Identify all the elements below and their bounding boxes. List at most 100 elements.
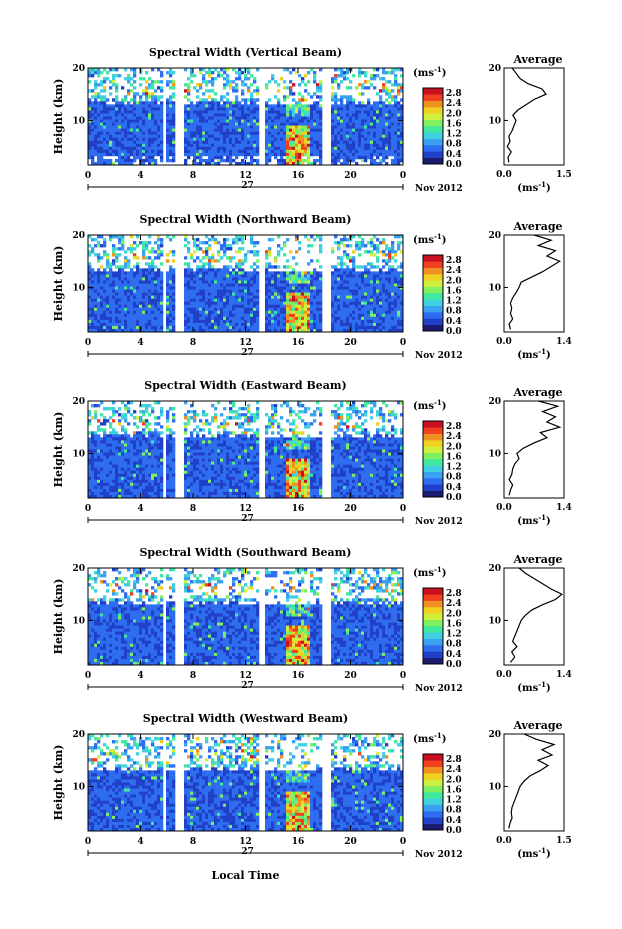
- month-label: Nov 2012: [415, 684, 463, 694]
- colorbar-unit-exp: -1: [434, 565, 442, 574]
- average-profile-line: [508, 234, 562, 330]
- average-unit-base: (ms: [517, 183, 538, 194]
- colorbar-swatch: [423, 427, 443, 434]
- average-y-tick-label: 10: [488, 616, 501, 626]
- average-unit: (ms-1): [517, 513, 550, 527]
- colorbar-tick-label: 0.8: [446, 806, 462, 816]
- colorbar-tick-label: 2.0: [446, 609, 462, 619]
- colorbar-tick-label: 2.8: [446, 89, 462, 99]
- colorbar-swatch: [423, 785, 443, 793]
- colorbar-unit: (ms-1): [413, 731, 446, 745]
- colorbar-swatch: [423, 465, 443, 472]
- average-profile-line: [506, 67, 547, 163]
- colorbar-swatch: [423, 94, 443, 101]
- x-tick-label: 4: [137, 171, 143, 181]
- colorbar-swatch: [423, 107, 443, 114]
- average-unit-close: ): [546, 183, 551, 194]
- colorbar-tick-label: 2.4: [446, 765, 462, 775]
- x-tick-label: 16: [292, 338, 305, 348]
- colorbar-swatch: [423, 126, 443, 133]
- x-tick-label: 16: [292, 671, 305, 681]
- average-y-tick-label: 20: [488, 730, 501, 740]
- colorbar-tick-label: 1.2: [446, 297, 462, 307]
- y-tick-label: 10: [72, 116, 85, 126]
- panel-3: Spectral Width (Southward Beam) 10 20 Heigh…: [52, 546, 572, 694]
- colorbar-swatch: [423, 145, 443, 152]
- colorbar-swatch: [423, 478, 443, 485]
- colorbar-swatch: [423, 766, 443, 774]
- average-profile-line: [509, 567, 564, 663]
- x-tick-label: 4: [137, 504, 143, 514]
- colorbar-tick-label: 2.8: [446, 422, 462, 432]
- colorbar-swatch: [423, 645, 443, 652]
- average-unit-base: (ms: [517, 516, 538, 527]
- panel-title: Spectral Width (Northward Beam): [140, 213, 352, 226]
- average-unit-exp: -1: [538, 846, 546, 855]
- y-axis-label: Height (km): [52, 745, 65, 821]
- x-tick-label: 4: [137, 338, 143, 348]
- colorbar-swatch: [423, 798, 443, 805]
- date-label: 27: [241, 681, 254, 691]
- y-axis-label: Height (km): [52, 579, 65, 655]
- average-unit-base: (ms: [517, 683, 538, 694]
- colorbar-tick-label: 2.0: [446, 775, 462, 785]
- average-y-tick-label: 20: [488, 397, 501, 407]
- colorbar-swatch: [423, 138, 443, 146]
- colorbar-swatch: [423, 293, 443, 300]
- x-tick-label: 4: [137, 837, 143, 847]
- colorbar-tick-label: 2.8: [446, 755, 462, 765]
- colorbar-swatch: [423, 151, 443, 158]
- x-tick-label: 8: [190, 504, 196, 514]
- x-tick-label: 16: [292, 171, 305, 181]
- colorbar-swatch: [423, 638, 443, 646]
- colorbar-swatch: [423, 446, 443, 453]
- average-x-tick-label: 0.0: [496, 170, 512, 180]
- colorbar-swatch: [423, 760, 443, 767]
- colorbar: (ms-1)2.82.42.01.61.20.80.40.0: [413, 565, 462, 670]
- colorbar-tick-label: 1.2: [446, 130, 462, 140]
- x-tick-label: 4: [137, 671, 143, 681]
- x-tick-label: 16: [292, 504, 305, 514]
- colorbar-tick-label: 0.0: [446, 493, 462, 503]
- colorbar-tick-label: 0.8: [446, 473, 462, 483]
- average-unit-exp: -1: [538, 347, 546, 356]
- colorbar-swatch: [423, 817, 443, 824]
- colorbar-swatch: [423, 754, 443, 761]
- average-title: Average: [512, 553, 562, 566]
- colorbar-swatch: [423, 657, 443, 665]
- colorbar-unit-close: ): [442, 734, 447, 745]
- average-x-tick-label: 1.5: [556, 836, 572, 846]
- colorbar: (ms-1)2.82.42.01.61.20.80.40.0: [413, 398, 462, 503]
- colorbar-tick-label: 0.0: [446, 327, 462, 337]
- x-tick-label: 8: [190, 171, 196, 181]
- colorbar-unit-close: ): [442, 235, 447, 246]
- colorbar-swatch: [423, 274, 443, 281]
- colorbar-swatch: [423, 471, 443, 479]
- colorbar-unit-exp: -1: [434, 731, 442, 740]
- colorbar-swatch: [423, 804, 443, 812]
- colorbar-swatch: [423, 594, 443, 601]
- average-unit-exp: -1: [538, 180, 546, 189]
- average-frame: [503, 567, 565, 666]
- average-panel: Average 10 20 0.0 1.5 (ms-1): [488, 53, 571, 194]
- colorbar-unit-exp: -1: [434, 65, 442, 74]
- colorbar-unit-base: (ms: [413, 568, 434, 579]
- average-y-tick-label: 10: [488, 782, 501, 792]
- colorbar-swatch: [423, 613, 443, 620]
- colorbar-swatch: [423, 299, 443, 306]
- panel-title: Spectral Width (Vertical Beam): [149, 46, 342, 59]
- colorbar-tick-label: 1.2: [446, 463, 462, 473]
- average-unit-close: ): [546, 516, 551, 527]
- average-x-tick-label: 0.0: [496, 836, 512, 846]
- colorbar-swatch: [423, 286, 443, 294]
- colorbar-tick-label: 0.4: [446, 650, 462, 660]
- colorbar-swatch: [423, 651, 443, 658]
- x-tick-label: 20: [344, 671, 357, 681]
- x-tick-label: 0: [400, 837, 406, 847]
- panel-title: Spectral Width (Westward Beam): [143, 712, 348, 725]
- colorbar-swatch: [423, 421, 443, 428]
- colorbar-unit-close: ): [442, 568, 447, 579]
- colorbar-swatch: [423, 588, 443, 595]
- x-tick-label: 20: [344, 837, 357, 847]
- y-tick-label: 20: [72, 730, 85, 740]
